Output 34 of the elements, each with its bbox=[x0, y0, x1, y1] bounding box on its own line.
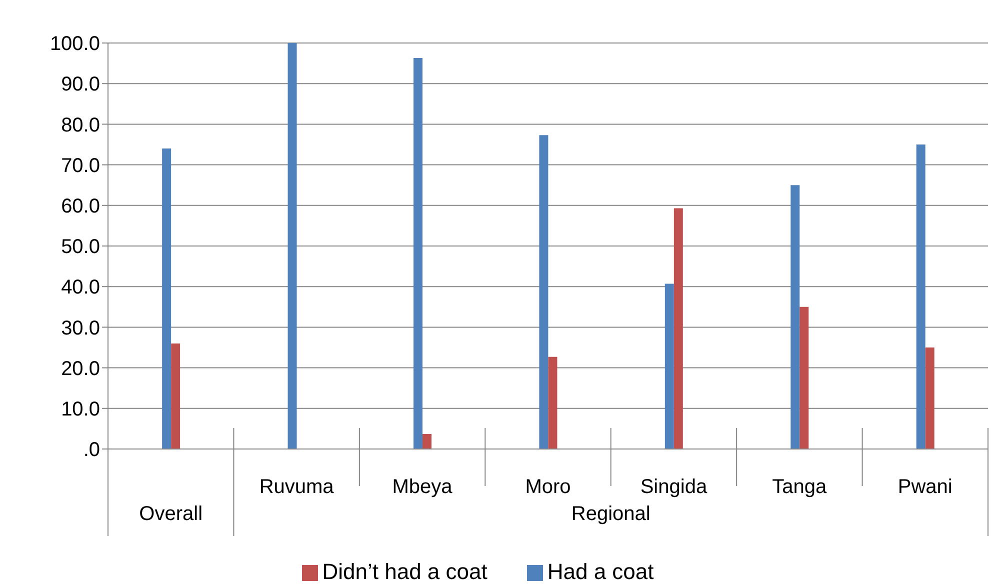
bar bbox=[171, 343, 180, 449]
x-tick-label: Pwani bbox=[898, 476, 952, 498]
y-tick-label: 10.0 bbox=[61, 398, 100, 420]
y-tick-label: 20.0 bbox=[61, 358, 100, 380]
y-tick-label: 60.0 bbox=[61, 196, 100, 218]
bar bbox=[539, 135, 548, 449]
bar bbox=[413, 58, 422, 449]
y-tick-label: 30.0 bbox=[61, 317, 100, 340]
x-tick-label: Tanga bbox=[772, 476, 828, 498]
bar bbox=[162, 148, 172, 449]
x-tick-label: Moro bbox=[525, 476, 571, 498]
y-tick-label: 50.0 bbox=[61, 236, 100, 258]
bar bbox=[790, 185, 800, 449]
legend-label: Had a coat bbox=[547, 559, 654, 584]
bar bbox=[422, 434, 432, 449]
bar bbox=[800, 306, 809, 449]
y-tick-label: 80.0 bbox=[61, 114, 100, 136]
bar bbox=[548, 356, 558, 449]
y-tick-label: 100.0 bbox=[50, 33, 100, 56]
bar bbox=[288, 43, 297, 449]
y-tick-label: 40.0 bbox=[61, 276, 100, 299]
y-tick-label: 70.0 bbox=[61, 154, 100, 177]
x-tick-label: Singida bbox=[640, 476, 708, 498]
text: Regional bbox=[571, 503, 650, 525]
y-tick-label: .0 bbox=[83, 439, 100, 462]
legend-label: Didn’t had a coat bbox=[322, 559, 488, 584]
y-tick-label: 90.0 bbox=[61, 74, 100, 96]
bar bbox=[916, 144, 926, 449]
text: Overall bbox=[139, 503, 203, 525]
bar bbox=[925, 348, 934, 449]
bar bbox=[664, 284, 674, 449]
x-tick-label: Ruvuma bbox=[259, 476, 335, 498]
bar bbox=[674, 208, 683, 449]
x-tick-label: Mbeya bbox=[392, 476, 454, 498]
